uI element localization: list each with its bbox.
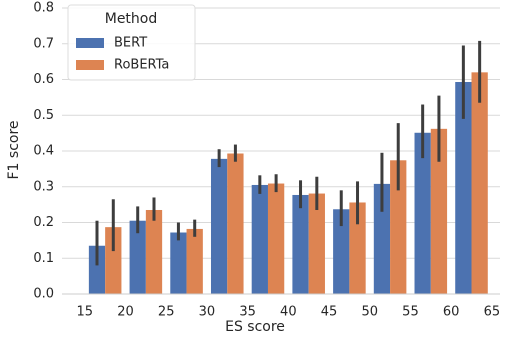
bar xyxy=(267,183,285,294)
x-tick-label: 40 xyxy=(280,305,297,320)
y-axis-label: F1 score xyxy=(6,120,22,179)
bar xyxy=(170,232,187,294)
bar xyxy=(210,158,228,294)
bar xyxy=(430,128,448,294)
x-tick-label: 20 xyxy=(117,305,134,320)
y-tick-label: 0.5 xyxy=(33,108,54,123)
y-tick-label: 0.6 xyxy=(33,72,54,87)
bar xyxy=(414,132,431,294)
x-tick-label: 15 xyxy=(77,305,94,320)
legend-label: RoBERTa xyxy=(114,58,169,73)
x-tick-label: 55 xyxy=(402,305,419,320)
bar xyxy=(292,194,309,294)
bar xyxy=(373,183,391,294)
bar xyxy=(390,160,407,294)
bar xyxy=(145,209,163,294)
bar xyxy=(333,209,350,294)
bar xyxy=(227,153,244,294)
legend-title: Method xyxy=(105,11,158,27)
bar xyxy=(129,220,146,294)
bar xyxy=(455,82,472,294)
y-tick-label: 0.8 xyxy=(33,1,54,16)
y-tick-label: 0.4 xyxy=(33,144,54,159)
y-tick-label: 0.2 xyxy=(33,215,54,230)
x-tick-label: 35 xyxy=(239,305,256,320)
y-tick-label: 0.3 xyxy=(33,179,54,194)
bar xyxy=(88,245,106,294)
legend-swatch xyxy=(76,38,104,48)
bar xyxy=(471,72,488,294)
y-tick-label: 0.7 xyxy=(33,36,54,51)
x-tick-label: 25 xyxy=(158,305,175,320)
x-tick-label: 50 xyxy=(361,305,378,320)
bar xyxy=(349,202,366,294)
bar xyxy=(186,228,203,294)
y-tick-label: 0.0 xyxy=(33,287,54,302)
bar xyxy=(251,184,268,294)
bar xyxy=(308,193,325,294)
x-tick-label: 65 xyxy=(484,305,501,320)
x-tick-label: 60 xyxy=(443,305,460,320)
x-axis-label: ES score xyxy=(225,319,285,335)
y-tick-label: 0.1 xyxy=(33,251,54,266)
legend-label: BERT xyxy=(114,36,147,51)
x-tick-label: 45 xyxy=(321,305,338,320)
legend-swatch xyxy=(76,60,104,70)
x-tick-label: 30 xyxy=(199,305,216,320)
bar xyxy=(105,227,122,294)
